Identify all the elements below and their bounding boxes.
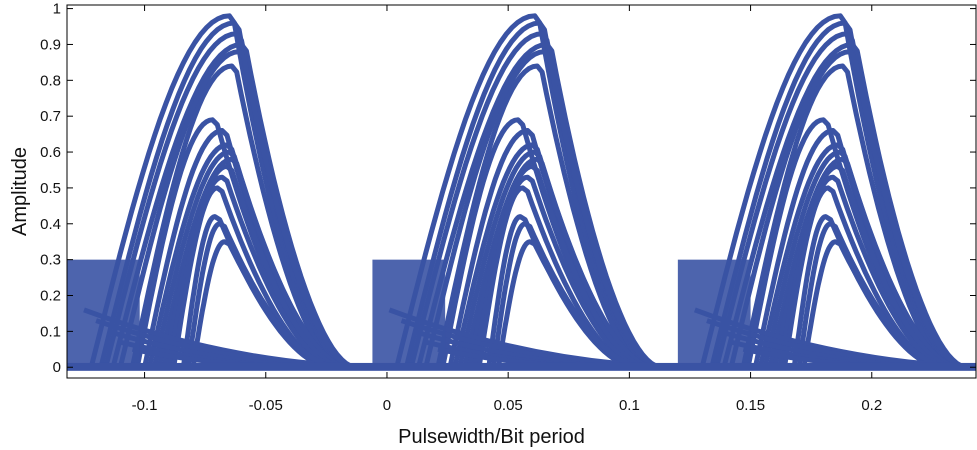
pulse-trace [139, 163, 387, 370]
y-tick-label: 0.3 [40, 252, 61, 269]
y-tick-label: 0.7 [40, 108, 61, 125]
y-axis-title: Amplitude [9, 147, 31, 236]
x-axis-title: Pulsewidth/Bit period [398, 426, 585, 448]
y-tick-label: 0.1 [40, 323, 61, 340]
pulse-trace [168, 239, 383, 370]
noise-band [677, 259, 751, 368]
pulse-trace [88, 42, 400, 370]
pulse-trace [750, 163, 976, 370]
pulse-trace [464, 214, 681, 370]
pulse-trace [719, 63, 976, 370]
baseline-band [67, 362, 976, 371]
pulse-trace [445, 163, 693, 370]
pulse-trace [474, 239, 688, 370]
y-tick-label: 0.8 [40, 72, 61, 89]
y-tick-label: 0 [53, 359, 61, 376]
y-tick-label: 1 [53, 1, 61, 18]
pulse-trace [770, 214, 976, 370]
signal-traces [0, 13, 976, 371]
pulse-trace [159, 214, 375, 370]
pulse-trace [96, 49, 397, 370]
pulse-trace [440, 156, 698, 370]
x-tick-label: 0 [383, 397, 391, 414]
decay-trace [0, 310, 9, 364]
y-tick-label: 0.6 [40, 144, 61, 161]
y-tick-label: 0.5 [40, 180, 61, 197]
pulse-trace [67, 364, 77, 370]
y-tick-label: 0.9 [40, 36, 61, 53]
y-tick-label: 0.4 [40, 216, 61, 233]
pulse-trace [401, 49, 703, 370]
x-tick-label: -0.1 [132, 397, 158, 414]
pulse-trace [413, 63, 693, 370]
axes: -0.1 -0.05 0 0.05 0.1 0.15 0.2 0 0.1 0.2 0.3 0.4 0.5… [40, 1, 976, 414]
pulse-trace [108, 63, 387, 370]
pulse-trace [144, 174, 383, 370]
y-tick-label: 0.2 [40, 288, 61, 305]
x-tick-label: 0.05 [494, 397, 523, 414]
pulse-trace [755, 174, 976, 370]
x-tick-label: 0.1 [619, 397, 640, 414]
noise-band [67, 259, 140, 368]
pulse-trace [450, 174, 688, 370]
pulse-trace [706, 49, 976, 370]
pulse-trace [699, 42, 976, 370]
pulse-trace [134, 156, 392, 370]
x-tick-label: -0.05 [249, 397, 283, 414]
pulse-trace [67, 364, 75, 370]
pulse-trace [745, 156, 976, 370]
pulse-trace [779, 239, 976, 370]
x-tick-label: 0.2 [861, 397, 882, 414]
x-tick-label: 0.15 [736, 397, 765, 414]
pulse-trace [394, 42, 705, 370]
plot-frame [66, 4, 977, 379]
noise-band [372, 259, 446, 368]
